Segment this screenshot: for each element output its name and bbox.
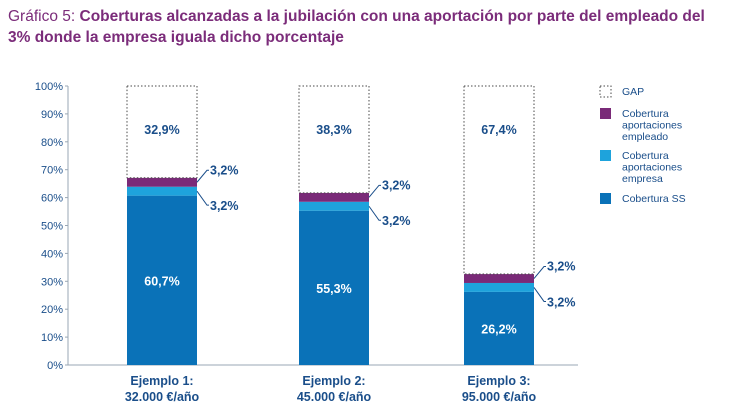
bar-segment (127, 186, 197, 196)
data-label-empresa: 3,2% (547, 295, 576, 309)
bar-segment (127, 195, 197, 365)
legend-label: Cobertura (622, 150, 669, 162)
bar-segment (299, 201, 369, 211)
chart-title-main: Coberturas alcanzadas a la jubilación co… (8, 8, 705, 46)
legend-swatch (600, 150, 611, 161)
category-label: Ejemplo 3: (467, 374, 530, 388)
y-tick-label: 70% (41, 165, 63, 177)
y-tick-label: 100% (35, 81, 63, 93)
category-label: Ejemplo 1: (130, 374, 193, 388)
data-label-ss: 26,2% (481, 322, 516, 336)
legend-label: empresa (622, 173, 663, 185)
legend-label: Cobertura (622, 108, 669, 120)
chart-title: Gráfico 5: Coberturas alcanzadas a la ju… (8, 6, 708, 48)
category-label: 32.000 €/año (125, 390, 200, 404)
bar-segment (464, 274, 534, 283)
legend-swatch (599, 85, 612, 98)
legend-label: Cobertura SS (622, 193, 686, 205)
y-tick-label: 0% (47, 360, 63, 372)
category-label: 95.000 €/año (462, 390, 537, 404)
y-tick-label: 50% (41, 221, 63, 233)
data-label-empleado: 3,2% (382, 178, 411, 192)
category-label: 45.000 €/año (297, 390, 372, 404)
bar-segment (463, 85, 535, 275)
data-label-empresa: 3,2% (210, 199, 239, 213)
y-tick-label: 90% (41, 109, 63, 121)
data-label-gap: 67,4% (481, 123, 516, 137)
bar-segment (126, 85, 198, 179)
y-tick-label: 60% (41, 193, 63, 205)
legend-label: empleado (622, 131, 668, 143)
y-tick-label: 20% (41, 304, 63, 316)
bar-segment (299, 210, 369, 365)
callout-line (196, 190, 209, 206)
data-label-ss: 55,3% (316, 282, 351, 296)
data-label-empresa: 3,2% (382, 214, 411, 228)
bar-segment (299, 192, 369, 202)
legend-label: GAP (622, 86, 644, 98)
callout-line (196, 169, 209, 183)
y-tick-label: 40% (41, 248, 63, 260)
data-label-ss: 60,7% (144, 274, 179, 288)
legend-swatch (600, 193, 611, 204)
data-label-gap: 32,9% (144, 123, 179, 137)
y-tick-label: 10% (41, 332, 63, 344)
bar-segment (464, 291, 534, 365)
callout-line (533, 287, 546, 302)
bar-segment (127, 177, 197, 187)
data-label-empleado: 3,2% (547, 260, 576, 274)
legend-label: aportaciones (622, 162, 682, 174)
data-label-empleado: 3,2% (210, 163, 239, 177)
callout-line (368, 205, 381, 221)
legend-label: aportaciones (622, 120, 682, 132)
bar-segment (298, 85, 370, 194)
data-label-gap: 38,3% (316, 123, 351, 137)
chart-title-lead: Gráfico 5: (8, 8, 80, 25)
y-tick-label: 80% (41, 137, 63, 149)
callout-line (533, 266, 546, 279)
callout-line (368, 184, 381, 198)
legend-swatch (600, 108, 611, 119)
y-tick-label: 30% (41, 276, 63, 288)
category-label: Ejemplo 2: (302, 374, 365, 388)
bar-segment (464, 282, 534, 292)
